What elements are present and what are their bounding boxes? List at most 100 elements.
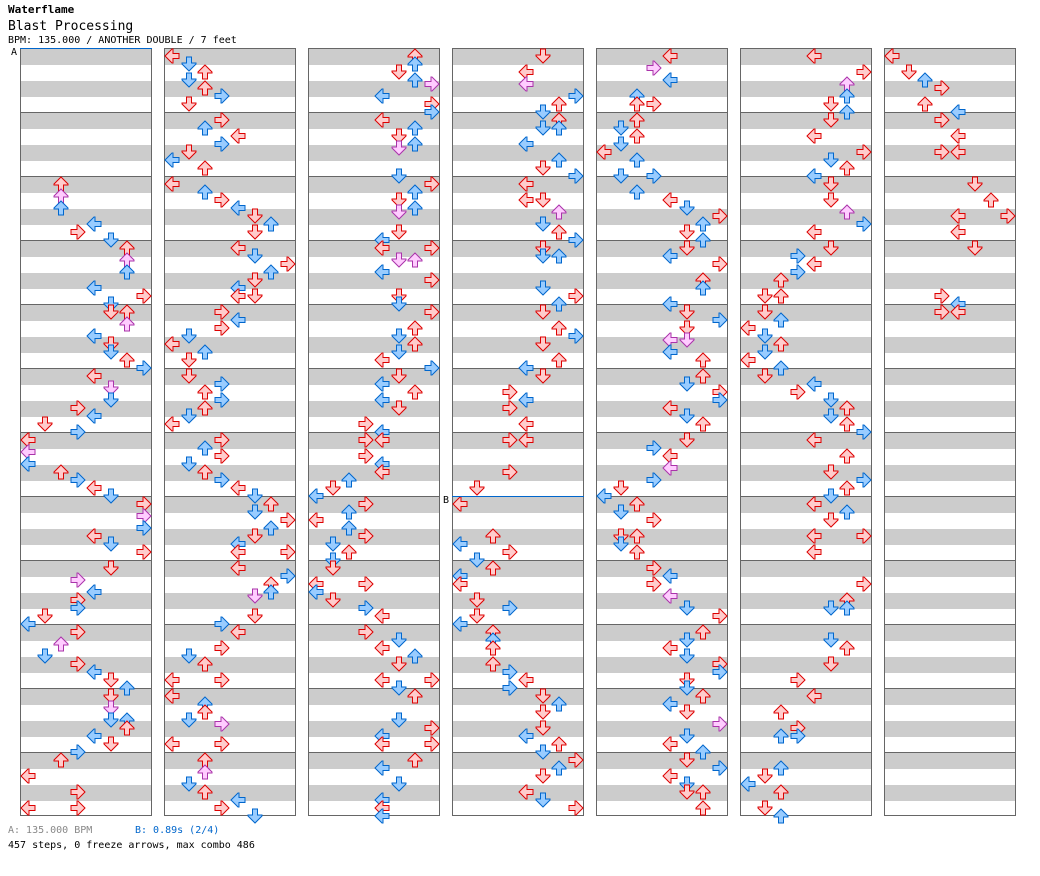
measure (597, 432, 727, 496)
step-arrow-up-icon (551, 224, 567, 240)
step-arrow-left-icon (308, 488, 324, 504)
step-arrow-right-icon (646, 168, 662, 184)
measure (885, 176, 1015, 240)
beat-stripe (165, 81, 295, 97)
step-arrow-down-icon (469, 552, 485, 568)
step-arrow-down-icon (103, 380, 119, 396)
step-arrow-up-icon (695, 784, 711, 800)
beat-stripe (741, 209, 871, 225)
step-arrow-left-icon (308, 584, 324, 600)
beat-stripe (741, 561, 871, 577)
step-arrow-down-icon (103, 672, 119, 688)
step-arrow-down-icon (247, 488, 263, 504)
step-arrow-down-icon (757, 768, 773, 784)
beat-stripe (165, 369, 295, 385)
step-arrow-down-icon (679, 376, 695, 392)
beat-stripe (885, 49, 1015, 65)
measure (453, 49, 583, 113)
step-arrow-up-icon (197, 344, 213, 360)
step-arrow-left-icon (374, 264, 390, 280)
step-arrow-down-icon (325, 536, 341, 552)
step-arrow-down-icon (37, 648, 53, 664)
step-arrow-right-icon (70, 656, 86, 672)
step-arrow-up-icon (485, 560, 501, 576)
beat-stripe (453, 145, 583, 161)
step-arrow-left-icon (86, 480, 102, 496)
step-arrow-down-icon (679, 408, 695, 424)
step-arrow-left-icon (164, 152, 180, 168)
step-arrow-down-icon (391, 140, 407, 156)
measure (21, 496, 151, 560)
step-arrow-left-icon (662, 192, 678, 208)
step-arrow-up-icon (407, 752, 423, 768)
beat-stripe (453, 657, 583, 673)
step-arrow-down-icon (181, 328, 197, 344)
step-arrow-up-icon (629, 128, 645, 144)
step-arrow-up-icon (407, 120, 423, 136)
beat-stripe (165, 497, 295, 513)
beat-stripe (885, 753, 1015, 769)
beat-stripe (309, 593, 439, 609)
step-arrow-up-icon (773, 728, 789, 744)
step-arrow-down-icon (613, 168, 629, 184)
measure (309, 240, 439, 304)
beat-stripe (885, 689, 1015, 705)
step-arrow-down-icon (823, 632, 839, 648)
step-arrow-right-icon (136, 360, 152, 376)
step-arrow-right-icon (646, 512, 662, 528)
step-arrow-right-icon (790, 728, 806, 744)
measure (597, 240, 727, 304)
beat-stripe (309, 49, 439, 65)
marker-label: A (11, 47, 18, 58)
step-arrow-right-icon (424, 76, 440, 92)
beat-stripe (741, 753, 871, 769)
step-arrow-down-icon (823, 112, 839, 128)
step-arrow-up-icon (197, 384, 213, 400)
beat-stripe (453, 529, 583, 545)
step-arrow-left-icon (230, 240, 246, 256)
beat-stripe (741, 369, 871, 385)
beat-stripe (885, 497, 1015, 513)
step-arrow-down-icon (823, 176, 839, 192)
step-arrow-down-icon (181, 712, 197, 728)
beat-stripe (165, 721, 295, 737)
beat-stripe (597, 689, 727, 705)
beat-stripe (453, 209, 583, 225)
beat-stripe (885, 113, 1015, 129)
step-arrow-left-icon (20, 800, 36, 816)
measure (309, 624, 439, 688)
beat-stripe (165, 241, 295, 257)
beat-stripe (453, 753, 583, 769)
beat-stripe (741, 305, 871, 321)
beat-stripe (453, 305, 583, 321)
step-arrow-right-icon (70, 744, 86, 760)
step-arrow-left-icon (662, 568, 678, 584)
beat-stripe (885, 369, 1015, 385)
step-arrow-up-icon (695, 280, 711, 296)
beat-stripe (453, 561, 583, 577)
step-arrow-up-icon (839, 416, 855, 432)
step-arrow-right-icon (280, 512, 296, 528)
beat-stripe (165, 465, 295, 481)
step-arrow-left-icon (164, 672, 180, 688)
step-arrow-left-icon (806, 48, 822, 64)
step-arrow-down-icon (535, 768, 551, 784)
beat-stripe (453, 113, 583, 129)
step-arrow-left-icon (806, 168, 822, 184)
step-arrow-left-icon (86, 216, 102, 232)
beat-stripe (885, 785, 1015, 801)
measure (453, 240, 583, 304)
step-arrow-right-icon (856, 472, 872, 488)
step-arrow-up-icon (839, 504, 855, 520)
beat-stripe (453, 369, 583, 385)
step-arrow-up-icon (551, 120, 567, 136)
step-arrow-left-icon (374, 736, 390, 752)
beat-stripe (741, 721, 871, 737)
step-arrow-down-icon (469, 608, 485, 624)
step-arrow-right-icon (712, 256, 728, 272)
step-arrow-down-icon (103, 688, 119, 704)
beat-stripe (21, 177, 151, 193)
step-arrow-up-icon (839, 204, 855, 220)
step-arrow-left-icon (518, 392, 534, 408)
step-arrow-down-icon (823, 408, 839, 424)
